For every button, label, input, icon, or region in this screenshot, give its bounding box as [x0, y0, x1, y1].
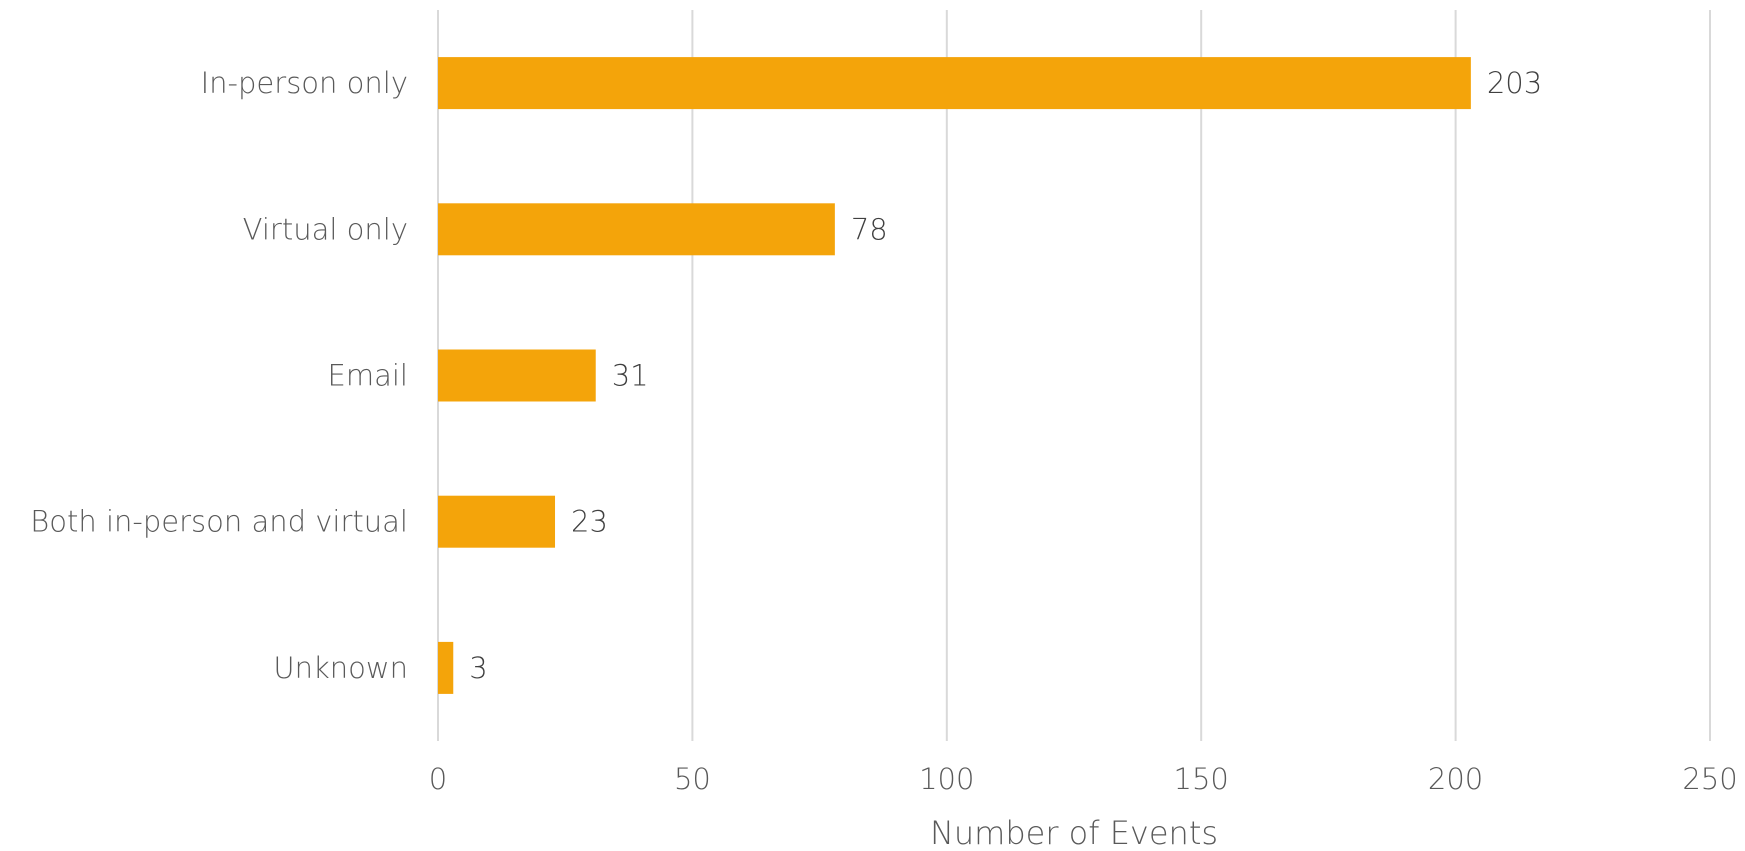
bar-unknown — [438, 641, 454, 694]
data-label: 31 — [612, 359, 649, 393]
bars — [438, 57, 1471, 694]
x-tick-label: 200 — [1428, 762, 1483, 796]
category-label: Email — [328, 359, 408, 393]
bar-in-person-only — [438, 57, 1471, 110]
bar-email — [438, 349, 596, 402]
data-label: 23 — [571, 505, 608, 539]
x-tick-label: 0 — [429, 762, 447, 796]
category-label: Both in-person and virtual — [30, 505, 408, 539]
category-labels: In-person only Virtual only Email Both in-p… — [30, 66, 408, 685]
data-label: 78 — [851, 212, 888, 246]
x-axis-title: Number of Events — [930, 814, 1218, 851]
x-tick-label: 50 — [674, 762, 711, 796]
category-label: Virtual only — [243, 212, 408, 246]
x-tick-label: 250 — [1682, 762, 1737, 796]
x-tick-labels: 0 50 100 150 200 250 — [429, 762, 1738, 796]
data-labels: 203 78 31 23 3 — [469, 66, 1542, 685]
category-label: In-person only — [201, 66, 408, 100]
x-tick-label: 150 — [1174, 762, 1229, 796]
data-label: 203 — [1487, 66, 1542, 100]
bar-both-in-person-and-virtual — [438, 495, 556, 548]
bar-virtual-only — [438, 203, 835, 256]
data-label: 3 — [469, 651, 487, 685]
x-tick-label: 100 — [919, 762, 974, 796]
category-label: Unknown — [273, 651, 408, 685]
grid-lines — [437, 10, 1711, 741]
